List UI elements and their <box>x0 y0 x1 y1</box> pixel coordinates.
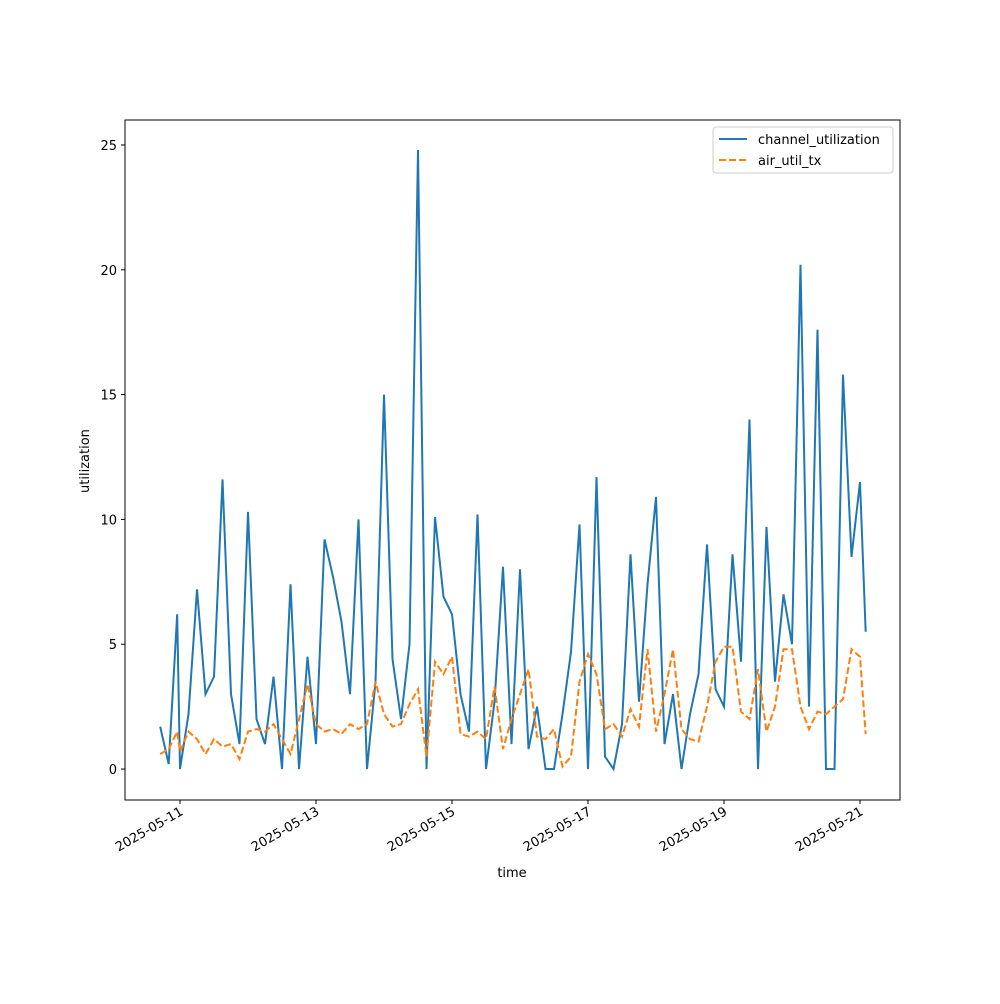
legend-label: air_util_tx <box>758 154 822 169</box>
y-tick-label: 10 <box>100 513 117 528</box>
y-tick-label: 5 <box>109 638 117 653</box>
legend-box <box>712 126 894 174</box>
y-tick-label: 0 <box>109 763 117 778</box>
y-tick-label: 25 <box>100 139 117 154</box>
data-line <box>159 645 867 769</box>
y-axis-label: utilization <box>78 429 93 493</box>
legend-label: channel_utilization <box>758 133 880 148</box>
plot-frame <box>124 119 901 801</box>
y-tick-label: 20 <box>100 264 117 279</box>
x-axis-label: time <box>497 866 526 881</box>
y-tick-label: 15 <box>100 389 117 404</box>
data-line <box>159 149 867 772</box>
